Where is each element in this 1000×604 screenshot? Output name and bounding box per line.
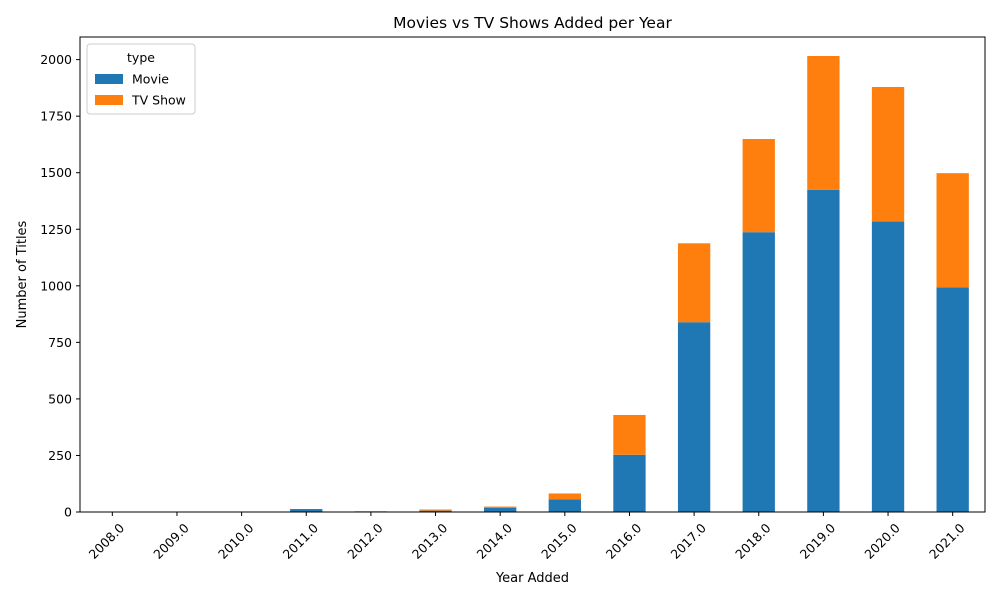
- x-tick-label: 2017.0: [667, 520, 709, 562]
- bar-movie-2020-0: [872, 222, 904, 512]
- bar-tv-show-2019-0: [807, 56, 839, 190]
- legend: type Movie TV Show: [87, 44, 195, 114]
- y-tick-label: 750: [48, 335, 72, 350]
- legend-swatch: [95, 95, 123, 105]
- bars-layer: [96, 56, 969, 512]
- bar-tv-show-2016-0: [613, 415, 645, 455]
- bar-tv-show-2021-0: [937, 173, 969, 287]
- chart-title: Movies vs TV Shows Added per Year: [393, 14, 672, 32]
- y-axis: 0 250 500 750 1000 1250 1500 1750 2000: [40, 52, 80, 519]
- bar-movie-2019-0: [807, 190, 839, 512]
- bar-movie-2017-0: [678, 322, 710, 512]
- x-tick-label: 2015.0: [538, 520, 580, 562]
- x-tick-label: 2018.0: [732, 520, 774, 562]
- x-tick-label: 2019.0: [797, 520, 839, 562]
- y-tick-label: 1250: [40, 222, 72, 237]
- y-tick-label: 0: [64, 505, 72, 520]
- x-tick-label: 2020.0: [861, 520, 903, 562]
- y-axis-label: Number of Titles: [15, 220, 30, 328]
- x-tick-label: 2009.0: [150, 520, 192, 562]
- bar-tv-show-2014-0: [484, 507, 516, 508]
- bar-movie-2018-0: [743, 232, 775, 512]
- y-tick-label: 2000: [40, 52, 72, 67]
- y-tick-label: 500: [48, 391, 72, 406]
- plot-frame: [80, 37, 985, 512]
- x-tick-label: 2012.0: [344, 520, 386, 562]
- x-tick-label: 2013.0: [409, 520, 451, 562]
- x-tick-label: 2008.0: [86, 520, 128, 562]
- x-axis: 2008.0 2009.0 2010.0 2011.0 2012.0 2013.0 2014…: [86, 512, 968, 562]
- y-tick-label: 1750: [40, 109, 72, 124]
- legend-swatch: [95, 74, 123, 84]
- bar-tv-show-2020-0: [872, 87, 904, 222]
- x-tick-label: 2010.0: [215, 520, 257, 562]
- bar-tv-show-2017-0: [678, 243, 710, 322]
- y-tick-label: 1000: [40, 278, 72, 293]
- x-tick-label: 2011.0: [280, 520, 322, 562]
- legend-label: Movie: [132, 72, 169, 87]
- bar-movie-2014-0: [484, 508, 516, 512]
- y-tick-label: 250: [48, 448, 72, 463]
- x-tick-label: 2016.0: [603, 520, 645, 562]
- bar-movie-2016-0: [613, 455, 645, 512]
- x-axis-label: Year Added: [495, 571, 569, 586]
- bar-movie-2021-0: [937, 287, 969, 512]
- y-tick-label: 1500: [40, 165, 72, 180]
- legend-title: type: [127, 50, 155, 65]
- bar-movie-2015-0: [549, 499, 581, 512]
- x-tick-label: 2014.0: [474, 520, 516, 562]
- x-tick-label: 2021.0: [926, 520, 968, 562]
- legend-label: TV Show: [131, 93, 186, 108]
- bar-tv-show-2015-0: [549, 493, 581, 499]
- bar-tv-show-2013-0: [419, 510, 451, 511]
- bar-tv-show-2018-0: [743, 139, 775, 232]
